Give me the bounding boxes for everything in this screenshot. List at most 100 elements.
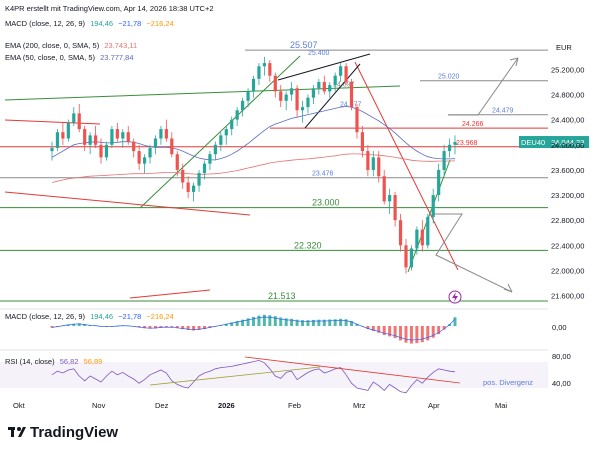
macd-bar bbox=[66, 324, 70, 326]
price-tick-label: 22.000,00 bbox=[551, 266, 584, 275]
candle-body bbox=[126, 132, 130, 142]
candle-body bbox=[142, 157, 147, 164]
candle-body bbox=[290, 88, 294, 95]
level-label: 24.266 bbox=[462, 121, 484, 128]
time-tick-label: Feb bbox=[288, 401, 301, 410]
price-tick-label: 23.600,00 bbox=[551, 166, 584, 175]
level-label: 24.479 bbox=[492, 108, 514, 115]
time-tick-label: Okt bbox=[13, 401, 26, 410]
macd-bar bbox=[409, 326, 413, 344]
macd-bar bbox=[181, 326, 185, 330]
macd-bar bbox=[284, 318, 288, 326]
candle-body bbox=[295, 88, 299, 111]
long-green-trendline bbox=[4, 85, 401, 101]
symbol-label: DEU40 bbox=[521, 138, 545, 147]
price-tick-label: 21.600,00 bbox=[551, 292, 584, 301]
candle-body bbox=[191, 185, 196, 192]
macd-bar bbox=[143, 326, 147, 329]
projection-up-arrowhead bbox=[509, 57, 519, 67]
candle-body bbox=[420, 229, 424, 246]
macd-bar bbox=[72, 323, 76, 326]
macd-bar bbox=[148, 326, 152, 329]
candle-body bbox=[137, 151, 141, 164]
macd-bar bbox=[355, 323, 359, 326]
level-label: 25.507 bbox=[290, 40, 318, 50]
candle-body bbox=[77, 113, 81, 130]
candle-body bbox=[360, 132, 365, 152]
wedge-upper-line bbox=[277, 53, 371, 81]
rsi-tick-40: 40,00 bbox=[552, 379, 571, 388]
candle-body bbox=[344, 66, 348, 82]
candle-body bbox=[83, 129, 87, 145]
macd-bar bbox=[273, 316, 277, 326]
candle-body bbox=[66, 122, 70, 139]
macd-bar bbox=[83, 324, 87, 326]
candle-body bbox=[197, 173, 201, 186]
logo-icon-slash bbox=[18, 427, 26, 437]
macd-bar bbox=[186, 326, 190, 331]
macd-bar bbox=[295, 319, 299, 326]
macd-bar bbox=[311, 319, 315, 326]
candle-body bbox=[453, 142, 457, 145]
macd-bar bbox=[377, 326, 381, 333]
price-axis: EUR25.200,0024.800,0024.400,0024.000,002… bbox=[551, 43, 584, 301]
candle-body bbox=[132, 141, 136, 152]
macd-bar bbox=[257, 315, 261, 326]
macd-bar bbox=[350, 321, 354, 326]
level-label: 21.513 bbox=[268, 291, 296, 301]
level-label: 23.968 bbox=[456, 140, 478, 147]
candle-body bbox=[333, 75, 337, 86]
candles: DEU40 24.044,23 bbox=[50, 56, 589, 304]
macd-bar bbox=[159, 326, 163, 328]
candle-body bbox=[328, 85, 332, 92]
level-label: 25.400 bbox=[308, 50, 330, 57]
macd-value-1: 194,46 bbox=[90, 19, 113, 28]
trend-drawings bbox=[4, 53, 519, 299]
macd-pane-value-1: 194,46 bbox=[90, 312, 113, 321]
ema200-value: 23.743,11 bbox=[104, 41, 137, 50]
ema50-legend: EMA (50, close, 0, SMA, 5) 23.777,84 bbox=[5, 53, 134, 62]
candle-body bbox=[447, 144, 452, 152]
macd-bar bbox=[50, 326, 54, 328]
red-downtrend-line bbox=[4, 191, 251, 216]
lightning-icon-glyph bbox=[452, 292, 458, 302]
candle-body bbox=[339, 66, 343, 76]
candle-body bbox=[251, 78, 256, 92]
macd-zero-tick: 0,00 bbox=[552, 323, 567, 332]
macd-bar bbox=[344, 319, 348, 326]
macd-bar bbox=[246, 318, 250, 326]
red-lower-line bbox=[129, 289, 211, 299]
currency-label: EUR bbox=[556, 43, 572, 52]
macd-pane-label: MACD (close, 12, 26, 9) 194,46 −21,78 −2… bbox=[5, 312, 174, 321]
ema200-line bbox=[51, 153, 456, 183]
macd-bar bbox=[399, 326, 403, 341]
candle-body bbox=[317, 81, 321, 89]
macd-bar bbox=[437, 326, 441, 335]
macd-bar bbox=[208, 326, 212, 328]
macd-bar bbox=[164, 326, 168, 328]
rsi-band bbox=[0, 362, 548, 388]
candle-body bbox=[371, 157, 375, 170]
candle-body bbox=[366, 151, 370, 170]
candle-body bbox=[409, 248, 414, 268]
candle-body bbox=[181, 169, 185, 183]
candle-body bbox=[388, 195, 392, 202]
candle-body bbox=[268, 63, 272, 76]
candle-body bbox=[50, 147, 54, 152]
time-tick-label: Mai bbox=[495, 401, 507, 410]
time-axis: Okt Nov Dez 2026 Feb Mrz Apr Mai bbox=[13, 401, 507, 410]
macd-bar bbox=[290, 318, 294, 326]
macd-bar bbox=[426, 326, 430, 341]
macd-bar bbox=[328, 319, 332, 326]
macd-bar bbox=[262, 314, 266, 326]
macd-bar bbox=[301, 320, 305, 326]
level-label: 22.320 bbox=[294, 240, 322, 250]
red-steep-downtrend bbox=[354, 61, 459, 271]
candle-body bbox=[175, 154, 179, 170]
price-tick-label: 24.400,00 bbox=[551, 116, 584, 125]
candle-body bbox=[257, 66, 261, 79]
macd-bar bbox=[339, 318, 343, 326]
brand-name: TradingView bbox=[30, 424, 118, 441]
time-tick-label: Nov bbox=[92, 401, 106, 410]
candle-body bbox=[426, 217, 430, 246]
